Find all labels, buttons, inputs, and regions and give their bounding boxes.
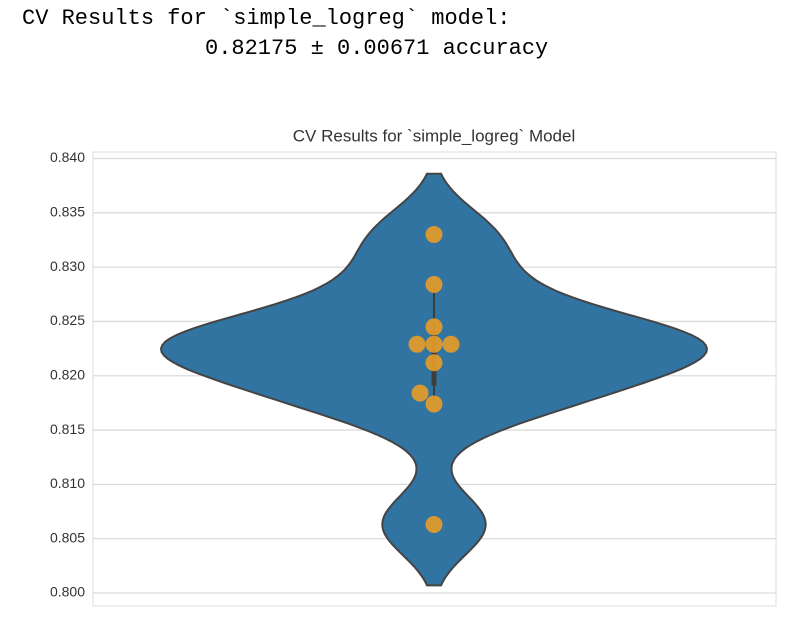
swarm-point — [408, 335, 426, 353]
swarm-point — [425, 276, 443, 294]
y-tick-label: 0.805 — [50, 529, 85, 545]
y-tick-label: 0.820 — [50, 366, 85, 382]
output-line: 0.82175 ± 0.00671 accuracy — [205, 36, 549, 61]
y-tick-label: 0.800 — [50, 584, 85, 600]
chart-title: CV Results for `simple_logreg` Model — [293, 126, 576, 145]
output-line: CV Results for `simple_logreg` model: — [22, 6, 511, 31]
swarm-point — [442, 335, 460, 353]
swarm-point — [425, 226, 443, 244]
swarm-point — [425, 516, 443, 534]
swarm-point — [411, 384, 429, 402]
swarm-point — [425, 335, 443, 353]
chart: CV Results for `simple_logreg` Model 0.8… — [50, 126, 777, 607]
y-tick-label: 0.840 — [50, 149, 85, 165]
swarm-point — [425, 318, 443, 336]
y-tick-label: 0.830 — [50, 258, 85, 274]
y-tick-label: 0.825 — [50, 312, 85, 328]
y-tick-label: 0.835 — [50, 204, 85, 220]
y-tick-label: 0.815 — [50, 421, 85, 437]
swarm-point — [425, 354, 443, 372]
plot-frame — [92, 151, 777, 607]
swarm-point — [425, 395, 443, 413]
y-tick-label: 0.810 — [50, 475, 85, 491]
